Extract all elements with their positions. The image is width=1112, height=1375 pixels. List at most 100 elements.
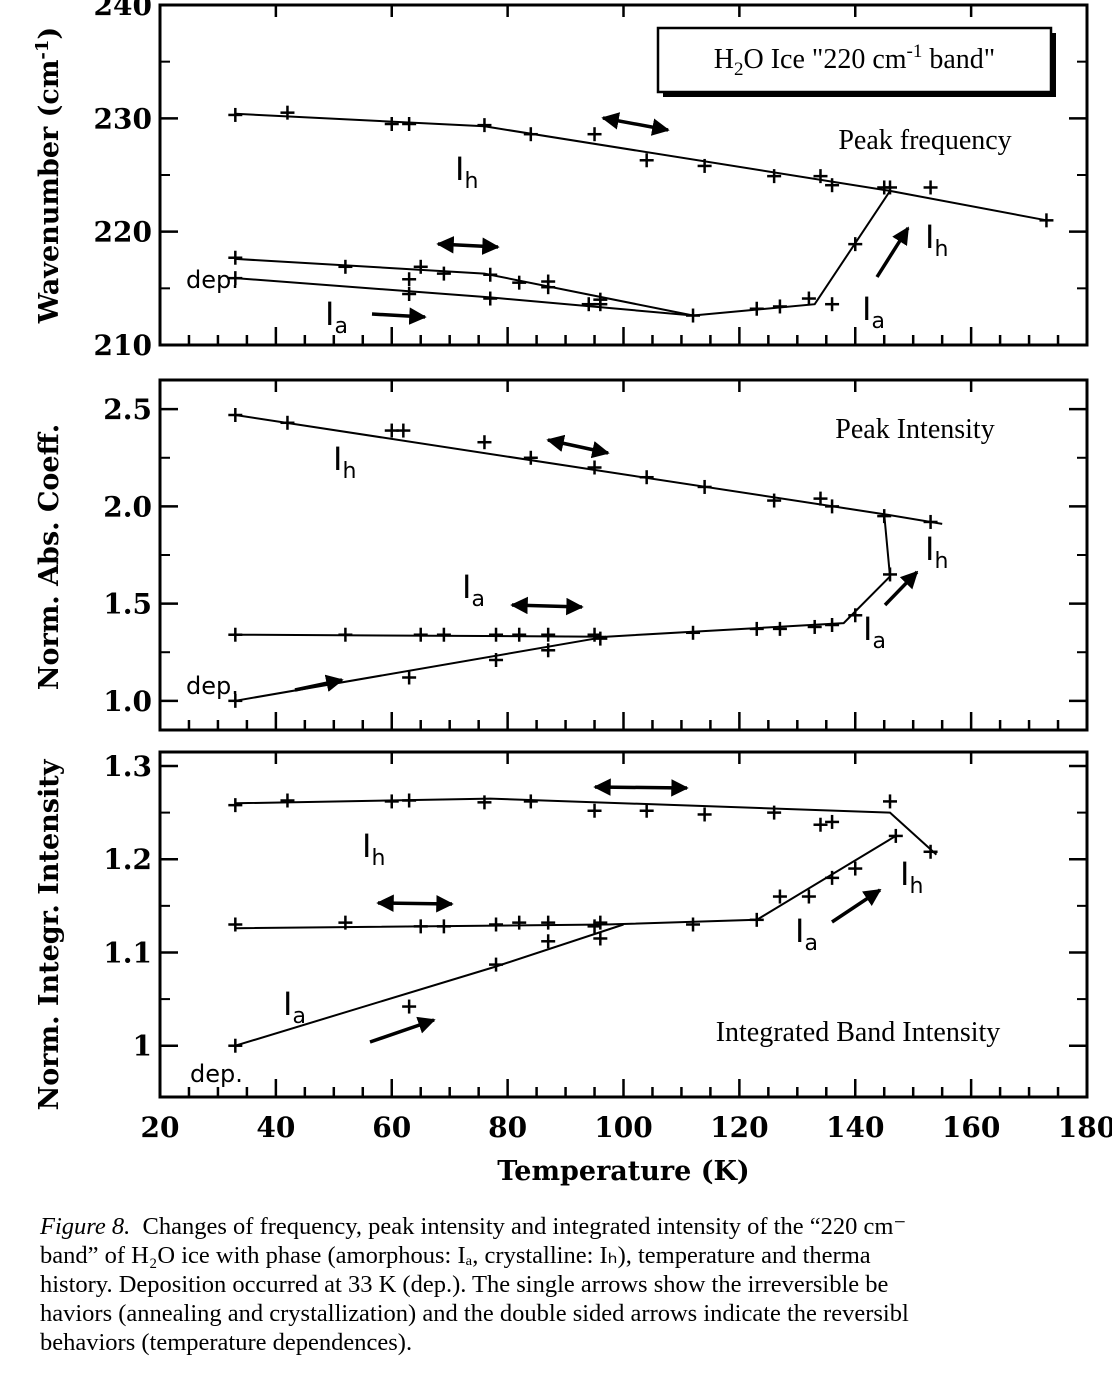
title-sup: -1 <box>907 41 923 62</box>
data-point-Ia-annealed <box>541 280 556 295</box>
phase-label-ih: Ih <box>455 150 478 194</box>
data-point-Ia-deposited <box>541 934 556 949</box>
data-point-Ia-deposited <box>801 291 816 306</box>
data-point-Ia-deposited <box>228 1038 243 1053</box>
data-point-Ia-annealed <box>883 567 898 582</box>
data-point-Ia-deposited <box>402 287 417 301</box>
data-point-Ia-annealed <box>772 621 787 636</box>
data-point-Ih <box>697 807 712 822</box>
phase-label-ia: Ia <box>283 985 306 1029</box>
data-point-Ia-deposited <box>402 670 417 685</box>
data-point-Ia-annealed <box>413 627 428 642</box>
data-point-Ih <box>477 795 492 810</box>
data-point-Ih <box>697 158 712 173</box>
phase-main: I <box>863 610 872 648</box>
phase-main: I <box>462 568 471 606</box>
y-axis-title-end: ) <box>34 27 65 40</box>
phase-main: I <box>795 912 804 950</box>
phase-label-ih: Ih <box>925 218 948 262</box>
data-point-Ia-deposited <box>541 643 556 658</box>
caption-line-2: band” of H₂O ice with phase (amorphous: … <box>40 1242 871 1269</box>
data-point-Ia-annealed <box>228 250 243 265</box>
data-point-Ih <box>877 509 892 524</box>
y-tick-label: 1.5 <box>103 588 152 621</box>
phase-sub: a <box>804 931 817 956</box>
irreversible-arrow <box>371 307 427 325</box>
data-point-Ih <box>228 798 243 813</box>
y-axis-title: Norm. Integr. Intensity <box>34 758 65 1110</box>
reversible-arrow <box>546 434 610 459</box>
data-point-Ih <box>697 479 712 494</box>
caption-line-4: haviors (annealing and crystallization) … <box>40 1300 909 1327</box>
data-point-Ia-annealed <box>228 917 243 932</box>
data-point-Ih <box>923 514 938 529</box>
data-point-Ia-annealed <box>686 625 701 640</box>
data-point-Ih <box>523 450 538 465</box>
y-tick-label: 1.0 <box>103 685 152 718</box>
irreversible-arrow <box>294 674 344 692</box>
data-point-Ih <box>477 435 492 450</box>
phase-label-ia: Ia <box>795 912 818 956</box>
y-tick-label: 240 <box>94 0 152 22</box>
data-point-Ih <box>639 470 654 485</box>
data-point-Ia-annealed <box>338 259 353 274</box>
y-axis-title-sup: -1 <box>32 40 53 60</box>
data-point-Ia-deposited <box>825 297 840 312</box>
data-point-Ia-deposited <box>593 297 608 312</box>
data-point-Ia-deposited <box>686 308 701 323</box>
data-point-Ih <box>228 107 243 122</box>
data-point-Ih <box>923 844 938 859</box>
title-part: O Ice "220 cm <box>744 44 907 75</box>
data-point-Ia-annealed <box>413 919 428 934</box>
phase-sub: h <box>342 459 356 484</box>
data-point-Ia-deposited <box>228 271 243 286</box>
phase-sub: h <box>464 169 478 194</box>
y-tick-label: 220 <box>94 216 152 249</box>
y-tick-label: 1 <box>133 1030 152 1063</box>
data-point-Ia-deposited <box>402 999 417 1014</box>
data-point-Ia-annealed <box>436 919 451 934</box>
data-point-Ia-deposited <box>228 693 243 708</box>
data-point-Ih <box>1039 213 1054 228</box>
reversible-arrow <box>510 596 584 616</box>
phase-sub: a <box>292 1004 305 1029</box>
irreversible-arrow <box>875 226 910 278</box>
panel-3: 1 1.1 1.2 1.3 Norm. Integr. Intensity Integra… <box>34 750 1112 1187</box>
data-point-Ih <box>825 499 840 514</box>
phase-label-ia: Ia <box>863 610 886 654</box>
data-point-Ih <box>523 794 538 809</box>
phase-label-ih: Ih <box>333 440 356 484</box>
phase-sub: h <box>909 874 923 899</box>
y-tick-label: 1.1 <box>103 936 152 969</box>
data-point-Ih <box>813 817 828 832</box>
dep-label: dep. <box>186 266 239 294</box>
phase-main: I <box>925 530 934 568</box>
phase-main: I <box>283 985 292 1023</box>
phase-main: I <box>333 440 342 478</box>
y-axis-title-main: Wavenumber (cm <box>34 60 65 325</box>
irreversible-arrow <box>831 888 882 924</box>
panel-annotation: Peak frequency <box>838 125 1011 156</box>
data-point-Ia-annealed <box>338 627 353 642</box>
x-tick-label: 40 <box>256 1111 295 1144</box>
data-point-Ia-annealed <box>749 912 764 927</box>
phase-sub: a <box>871 309 884 334</box>
figure-caption: Figure 8. Changes of frequency, peak int… <box>40 1212 1112 1357</box>
data-point-Ia-annealed <box>825 870 840 885</box>
data-point-Ih <box>280 415 295 430</box>
phase-main: I <box>325 295 334 333</box>
phase-main: I <box>900 855 909 893</box>
data-point-Ia-annealed <box>489 917 504 932</box>
data-point-Ia-annealed <box>512 275 527 290</box>
irreversible-arrow <box>369 1016 436 1044</box>
data-point-Ia-annealed <box>512 915 527 930</box>
title-sub: 2 <box>734 59 744 80</box>
x-tick-label: 20 <box>141 1111 180 1144</box>
phase-sub: h <box>371 846 385 871</box>
reversible-arrow <box>436 236 500 255</box>
data-point-Ia-deposited <box>593 631 608 646</box>
x-tick-label: 180 <box>1058 1111 1112 1144</box>
phase-label-ia: Ia <box>325 295 348 339</box>
data-point-Ih <box>523 127 538 142</box>
